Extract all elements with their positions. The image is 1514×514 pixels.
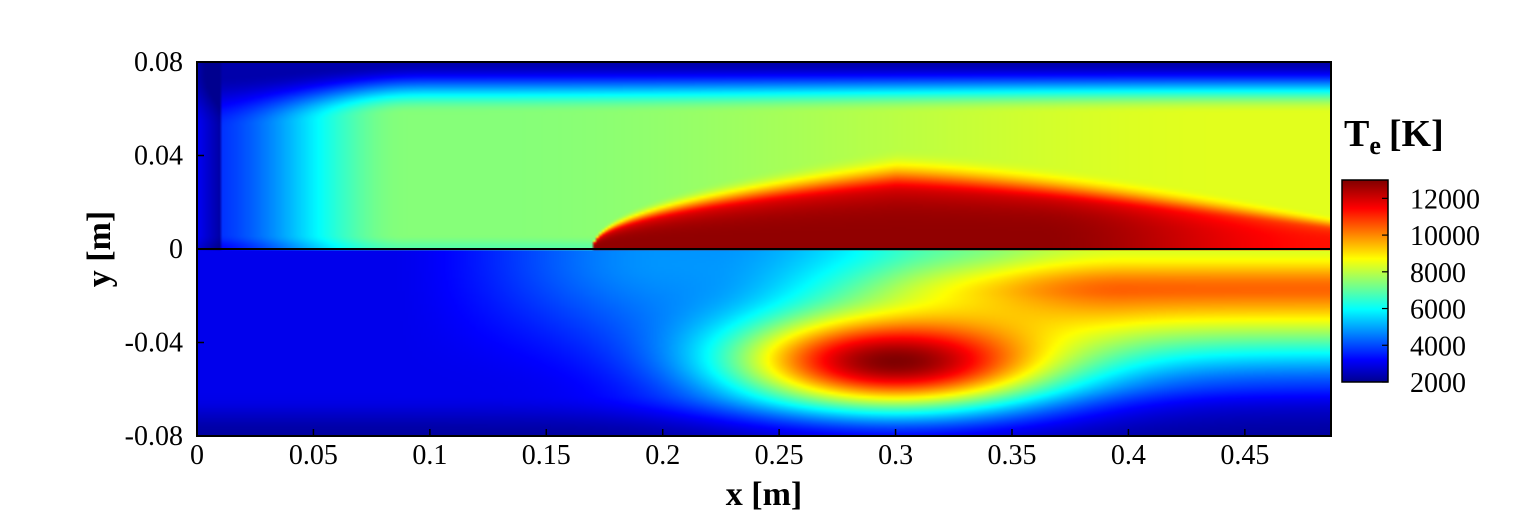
y-tick-label: -0.04	[125, 328, 183, 359]
x-axis-title: x [m]	[726, 476, 802, 513]
colorbar-tick-label: 12000	[1410, 184, 1480, 215]
y-tick-label: 0.08	[134, 47, 183, 78]
y-axis-ticks: 0.08 0.04 0 -0.04 -0.08	[125, 47, 204, 452]
colorbar-title: Te [K]	[1344, 113, 1444, 160]
colorbar-title-sub: e	[1369, 131, 1381, 160]
colorbar-tick-label: 10000	[1410, 221, 1480, 252]
x-tick-label: 0	[190, 440, 204, 471]
colorbar-tick-label: 6000	[1410, 295, 1466, 326]
x-tick-label: 0.4	[1111, 440, 1146, 471]
x-axis-ticks: 0 0.05 0.1 0.15 0.2 0.25 0.3 0.35 0.4 0.45	[190, 429, 1269, 471]
x-tick-label: 0.35	[987, 440, 1036, 471]
x-tick-label: 0.15	[522, 440, 571, 471]
colorbar-title-main: T	[1344, 113, 1369, 155]
plot-area	[196, 61, 1332, 437]
y-tick-label: 0	[169, 234, 183, 265]
x-tick-label: 0.05	[289, 440, 338, 471]
x-tick-label: 0.25	[755, 440, 804, 471]
colorbar: 12000 10000 8000 6000 4000 2000 Te [K]	[1341, 113, 1480, 399]
colorbar-title-unit: [K]	[1389, 113, 1444, 155]
y-tick-label: 0.04	[134, 141, 183, 172]
x-tick-label: 0.3	[878, 440, 913, 471]
x-tick-label: 0.45	[1220, 440, 1269, 471]
colorbar-tick-label: 8000	[1410, 258, 1466, 289]
y-tick-label: -0.08	[125, 421, 183, 452]
colorbar-tick-label: 4000	[1410, 331, 1466, 362]
x-tick-label: 0.1	[412, 440, 447, 471]
colorbar-gradient	[1341, 179, 1389, 383]
y-axis-title: y [m]	[81, 211, 118, 287]
colorbar-ticks: 12000 10000 8000 6000 4000 2000	[1382, 184, 1480, 399]
x-tick-label: 0.2	[645, 440, 680, 471]
colorbar-tick-label: 2000	[1410, 368, 1466, 399]
